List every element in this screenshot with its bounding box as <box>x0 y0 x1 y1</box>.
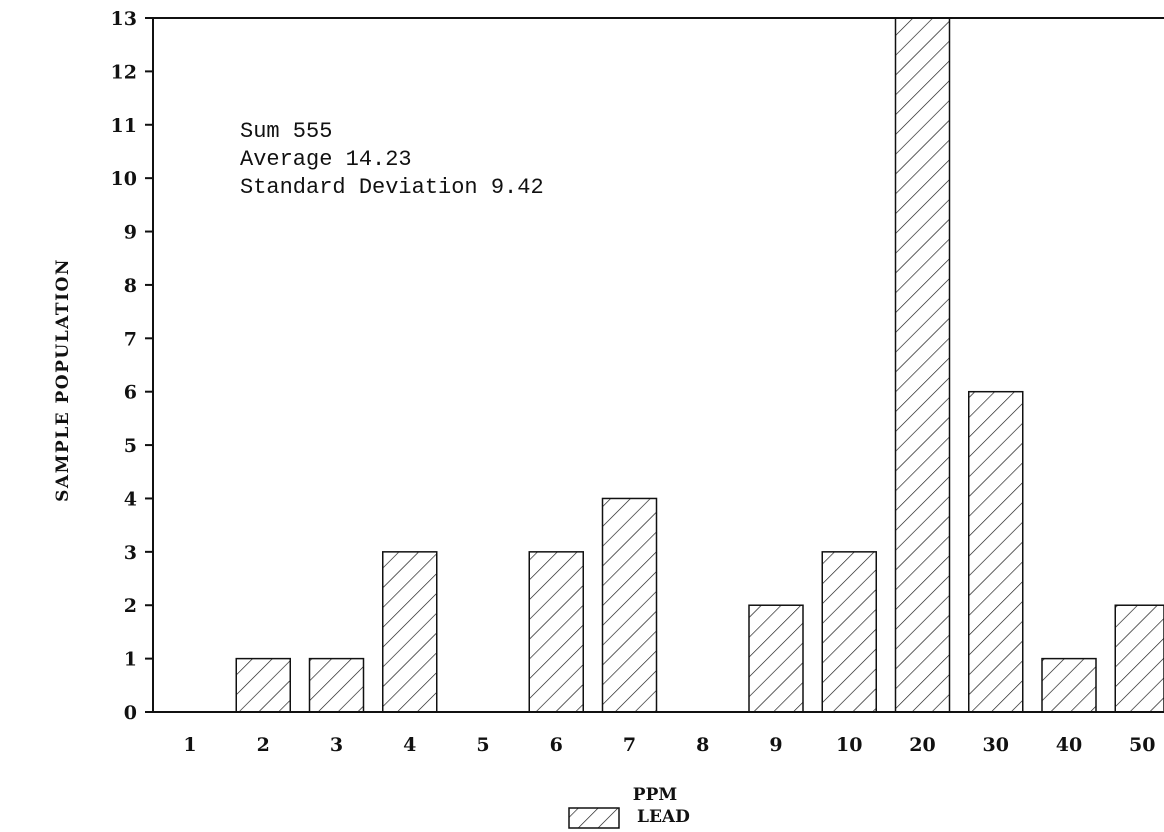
x-tick-label: 9 <box>769 734 782 756</box>
y-tick-label: 2 <box>124 595 137 617</box>
y-tick-label: 13 <box>111 8 137 30</box>
y-tick-label: 12 <box>111 61 137 83</box>
y-tick-label: 11 <box>111 115 137 137</box>
legend: LEAD <box>568 807 690 829</box>
bar <box>528 551 584 713</box>
x-tick-label: 40 <box>1056 734 1082 756</box>
x-tick-label: 10 <box>836 734 862 756</box>
x-tick-label: 4 <box>403 734 416 756</box>
y-tick-label: 6 <box>124 382 137 404</box>
x-tick-label: 2 <box>257 734 270 756</box>
x-tick-label: 30 <box>983 734 1009 756</box>
bar <box>748 604 804 713</box>
x-tick-label: 6 <box>550 734 563 756</box>
legend-label: LEAD <box>637 807 690 827</box>
stats-std-dev: Standard Deviation 9.42 <box>240 175 544 200</box>
y-axis-title: SAMPLE POPULATION <box>53 258 73 502</box>
bar <box>968 390 1024 713</box>
y-tick-label: 4 <box>124 488 137 510</box>
y-tick-label: 7 <box>124 328 137 350</box>
y-tick-label: 3 <box>124 542 137 564</box>
y-tick-label: 8 <box>124 275 137 297</box>
y-tick-label: 10 <box>111 168 137 190</box>
x-axis-title: PPM <box>633 785 678 805</box>
y-tick-label: 0 <box>124 702 137 724</box>
x-tick-label: 1 <box>183 734 196 756</box>
bar <box>235 657 291 713</box>
y-tick-label: 5 <box>124 435 137 457</box>
legend-swatch <box>568 807 620 829</box>
bar <box>1041 657 1097 713</box>
bar <box>308 657 365 713</box>
bar <box>1114 604 1164 713</box>
x-tick-label: 50 <box>1129 734 1155 756</box>
y-tick-label: 1 <box>124 649 137 671</box>
stats-sum: Sum 555 <box>240 119 332 144</box>
bar <box>601 497 658 713</box>
bar <box>894 17 951 713</box>
x-tick-label: 3 <box>330 734 343 756</box>
bar <box>821 551 877 713</box>
x-tick-label: 7 <box>623 734 636 756</box>
stats-annotation: Sum 555 Average 14.23 Standard Deviation… <box>240 119 544 200</box>
x-tick-label: 8 <box>696 734 709 756</box>
x-tick-label: 20 <box>909 734 935 756</box>
x-tick-label: 5 <box>476 734 489 756</box>
bar <box>382 551 438 713</box>
y-tick-label: 9 <box>124 222 137 244</box>
stats-average: Average 14.23 <box>240 147 412 172</box>
